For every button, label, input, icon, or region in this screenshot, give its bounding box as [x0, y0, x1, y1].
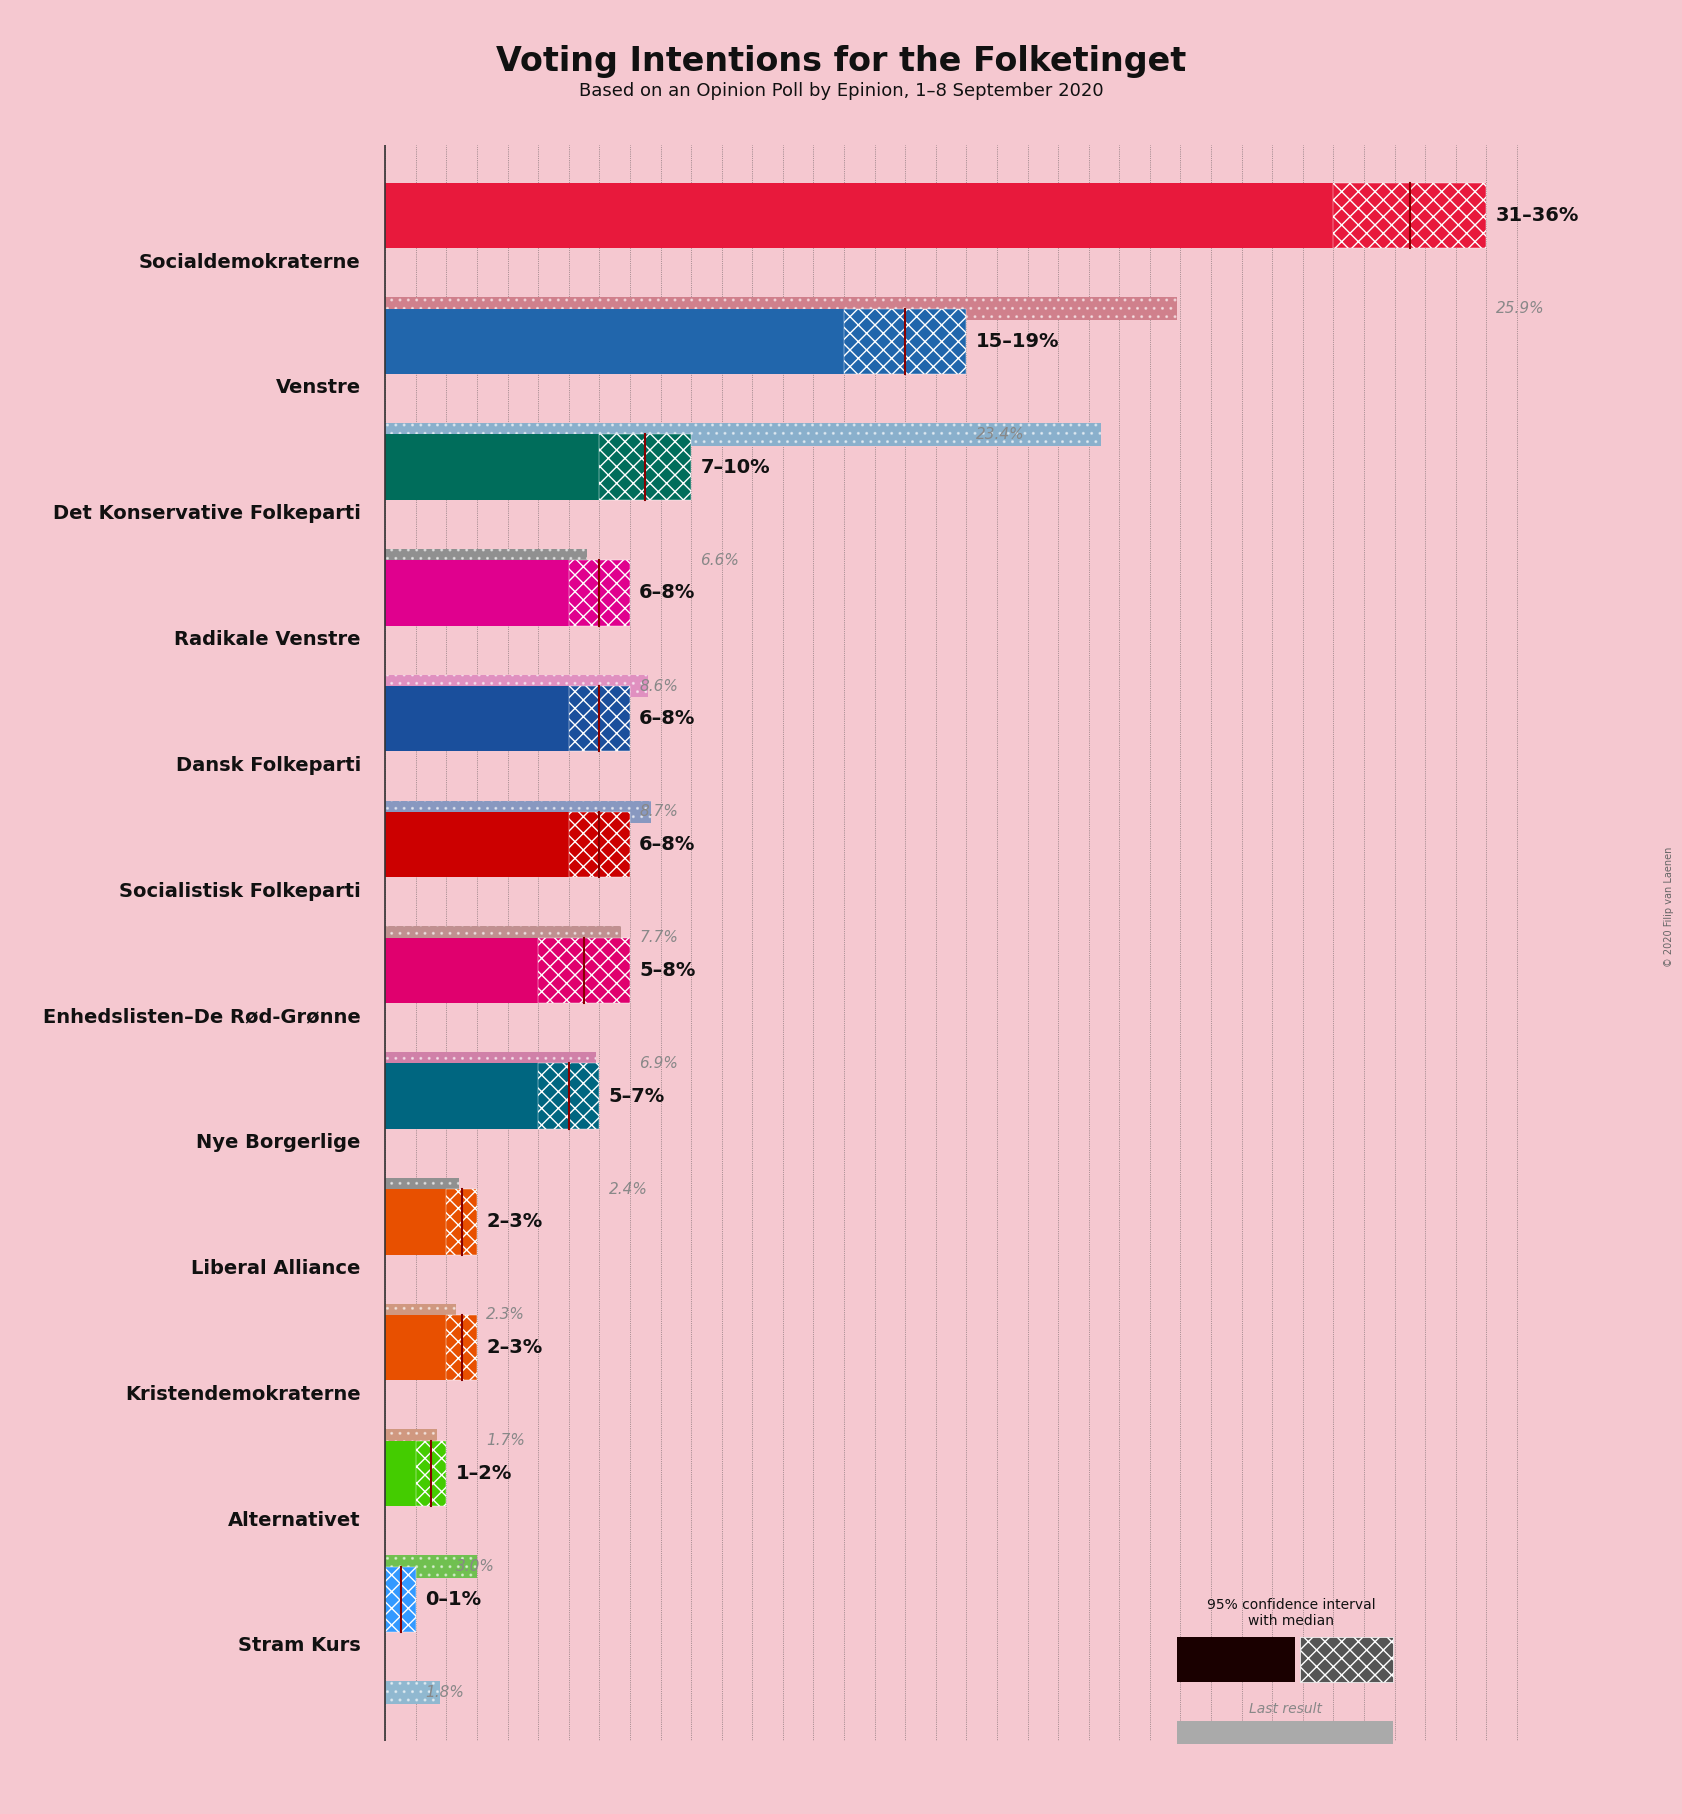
Text: Stram Kurs: Stram Kurs	[239, 1636, 362, 1656]
Text: 6.9%: 6.9%	[639, 1056, 678, 1070]
Text: 1.8%: 1.8%	[426, 1685, 464, 1700]
Text: 6–8%: 6–8%	[639, 709, 696, 727]
Text: Liberal Alliance: Liberal Alliance	[192, 1259, 362, 1277]
Bar	[599, 434, 691, 501]
Text: Nye Borgerlige: Nye Borgerlige	[197, 1134, 362, 1152]
Bar	[385, 423, 1102, 446]
Text: 3.0%: 3.0%	[456, 1558, 495, 1575]
Text: 2–3%: 2–3%	[486, 1339, 543, 1357]
Text: 6–8%: 6–8%	[639, 584, 696, 602]
Text: Radikale Venstre: Radikale Venstre	[175, 629, 362, 649]
Bar	[385, 297, 1177, 319]
Text: 5–8%: 5–8%	[639, 961, 696, 980]
Text: 1.7%: 1.7%	[486, 1433, 525, 1448]
Bar	[385, 813, 569, 878]
Bar	[385, 183, 1334, 249]
Bar	[385, 1555, 478, 1578]
Text: Voting Intentions for the Folketinget: Voting Intentions for the Folketinget	[496, 45, 1186, 78]
Text: 2.3%: 2.3%	[486, 1308, 525, 1322]
Bar	[385, 1682, 441, 1703]
Bar	[1334, 183, 1487, 249]
Bar	[385, 1177, 459, 1201]
Text: 7–10%: 7–10%	[700, 457, 770, 477]
Bar	[385, 1440, 415, 1506]
Bar	[385, 686, 569, 751]
Bar	[385, 1429, 437, 1453]
Bar	[385, 1190, 446, 1255]
Bar	[385, 675, 648, 697]
Bar	[385, 308, 844, 374]
Bar	[446, 1190, 478, 1255]
Text: Kristendemokraterne: Kristendemokraterne	[124, 1384, 362, 1404]
Text: Based on an Opinion Poll by Epinion, 1–8 September 2020: Based on an Opinion Poll by Epinion, 1–8…	[579, 82, 1103, 100]
Bar	[844, 308, 967, 374]
Text: Last result: Last result	[1248, 1702, 1322, 1716]
Bar	[569, 561, 631, 626]
Bar	[569, 686, 631, 751]
Bar	[385, 1555, 478, 1578]
Bar	[385, 927, 621, 949]
Bar	[385, 550, 587, 571]
Bar	[385, 297, 1177, 319]
Text: 8.7%: 8.7%	[639, 804, 678, 820]
Bar	[385, 1177, 459, 1201]
Bar	[385, 1304, 456, 1326]
Text: 95% confidence interval
with median: 95% confidence interval with median	[1206, 1598, 1376, 1629]
Text: Alternativet: Alternativet	[229, 1511, 362, 1529]
Text: 23.4%: 23.4%	[976, 426, 1024, 443]
Bar	[385, 1567, 415, 1633]
Text: 15–19%: 15–19%	[976, 332, 1060, 350]
Bar	[385, 1304, 456, 1326]
Bar	[385, 927, 621, 949]
Text: 5–7%: 5–7%	[609, 1087, 664, 1105]
Text: 1–2%: 1–2%	[456, 1464, 511, 1484]
Text: Dansk Folkeparti: Dansk Folkeparti	[175, 756, 362, 775]
Text: Venstre: Venstre	[276, 379, 362, 397]
Text: Det Konservative Folkeparti: Det Konservative Folkeparti	[54, 504, 362, 522]
Bar	[385, 1429, 437, 1453]
Bar	[446, 1315, 478, 1380]
Text: 0–1%: 0–1%	[426, 1589, 481, 1609]
Bar	[385, 561, 569, 626]
Bar	[385, 800, 651, 824]
Text: 2.4%: 2.4%	[609, 1181, 648, 1197]
Text: 6–8%: 6–8%	[639, 834, 696, 854]
Text: 6.6%: 6.6%	[700, 553, 738, 568]
Bar	[385, 1052, 597, 1074]
Text: 25.9%: 25.9%	[1495, 301, 1544, 316]
Bar	[385, 1063, 538, 1128]
Text: 31–36%: 31–36%	[1495, 207, 1579, 225]
Bar	[415, 1440, 446, 1506]
Text: Enhedslisten–De Rød-Grønne: Enhedslisten–De Rød-Grønne	[44, 1007, 362, 1027]
Bar	[385, 550, 587, 571]
Text: Socialdemokraterne: Socialdemokraterne	[140, 252, 362, 272]
Text: 8.6%: 8.6%	[639, 678, 678, 693]
Bar	[385, 938, 538, 1003]
Bar	[385, 423, 1102, 446]
Text: 7.7%: 7.7%	[639, 931, 678, 945]
Bar	[538, 1063, 599, 1128]
Text: © 2020 Filip van Laenen: © 2020 Filip van Laenen	[1663, 847, 1674, 967]
Bar	[385, 1052, 597, 1074]
Bar	[385, 675, 648, 697]
Bar	[385, 800, 651, 824]
Text: Socialistisk Folkeparti: Socialistisk Folkeparti	[119, 882, 362, 900]
Bar	[385, 1315, 446, 1380]
Text: 2–3%: 2–3%	[486, 1212, 543, 1232]
Bar	[385, 1682, 441, 1703]
Bar	[385, 434, 599, 501]
Bar	[569, 813, 631, 878]
Bar	[538, 938, 631, 1003]
